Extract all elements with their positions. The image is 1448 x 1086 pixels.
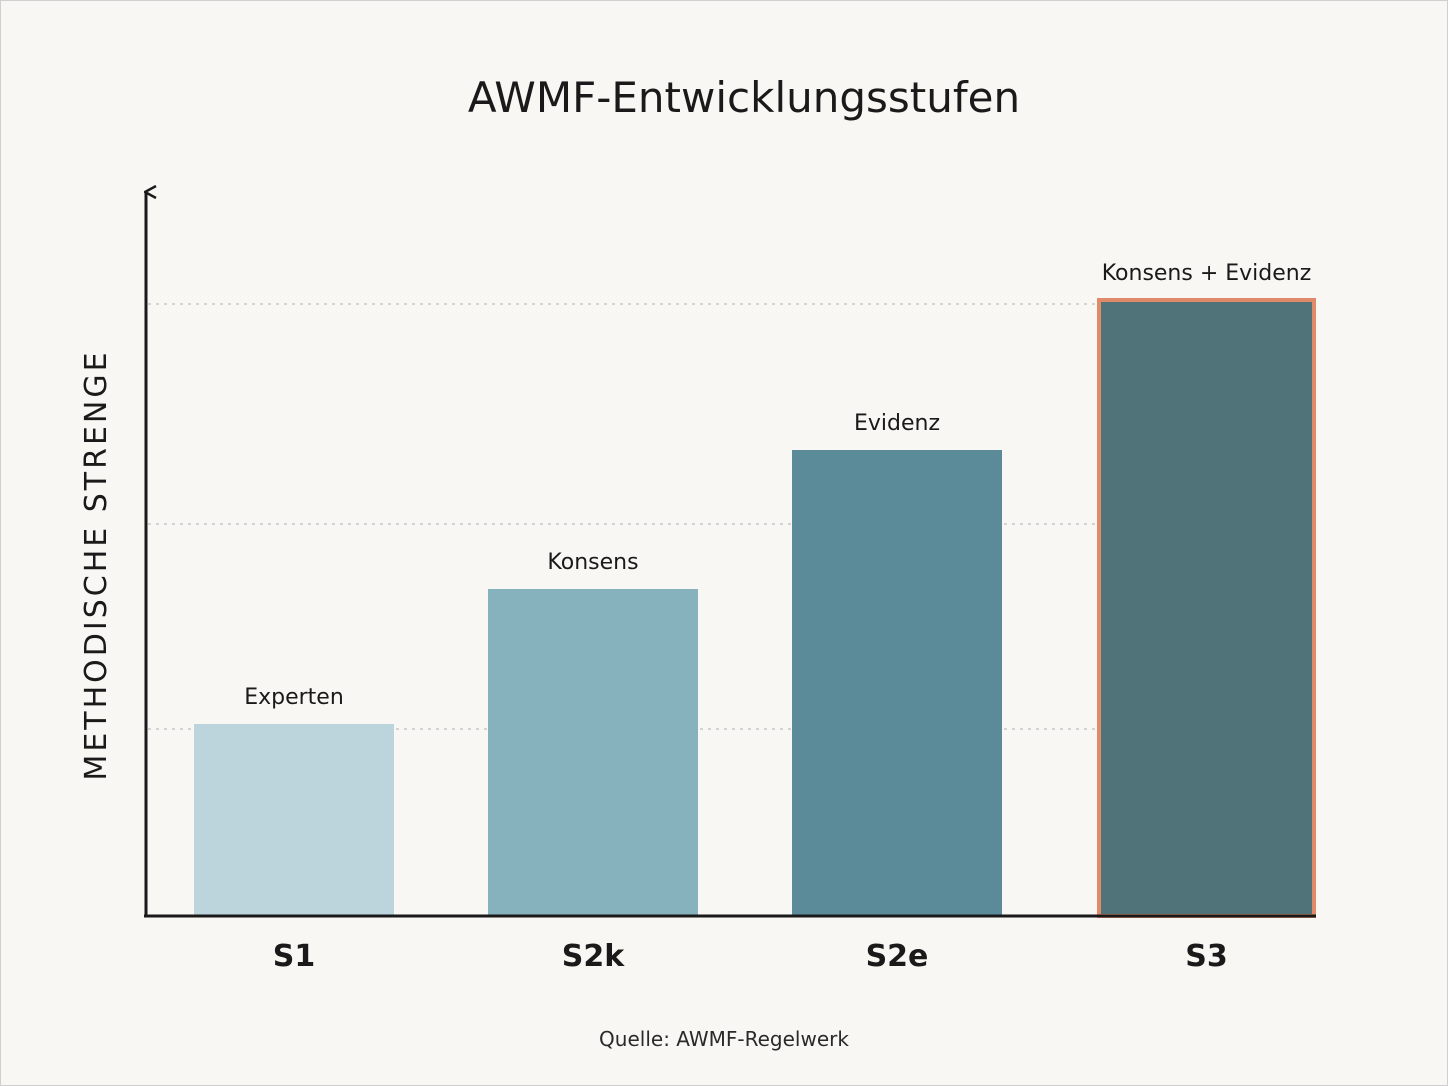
bar-label-s2e: Evidenz [854,411,940,436]
bar-s2k [488,589,698,916]
x-tick-s1: S1 [273,939,315,974]
bar-s2e [792,450,1002,916]
x-tick-s3: S3 [1185,939,1227,974]
chart-title: AWMF-Entwicklungsstufen [468,73,1020,122]
bar-label-s3: Konsens + Evidenz [1102,261,1312,286]
y-axis-label: METHODISCHE STRENGE [79,349,114,780]
x-tick-labels: S1 S2k S2e S3 [273,939,1228,974]
bar-label-s1: Experten [244,685,344,710]
bar-labels: Experten Konsens Evidenz Konsens + Evidenz [244,261,1311,710]
source-note: Quelle: AWMF-Regelwerk [599,1027,849,1051]
x-tick-s2e: S2e [866,939,929,974]
bar-s3 [1097,298,1316,918]
x-tick-s2k: S2k [562,939,625,974]
bars [194,298,1316,918]
bar-label-s2k: Konsens [547,550,638,575]
bar-s1 [194,724,394,916]
